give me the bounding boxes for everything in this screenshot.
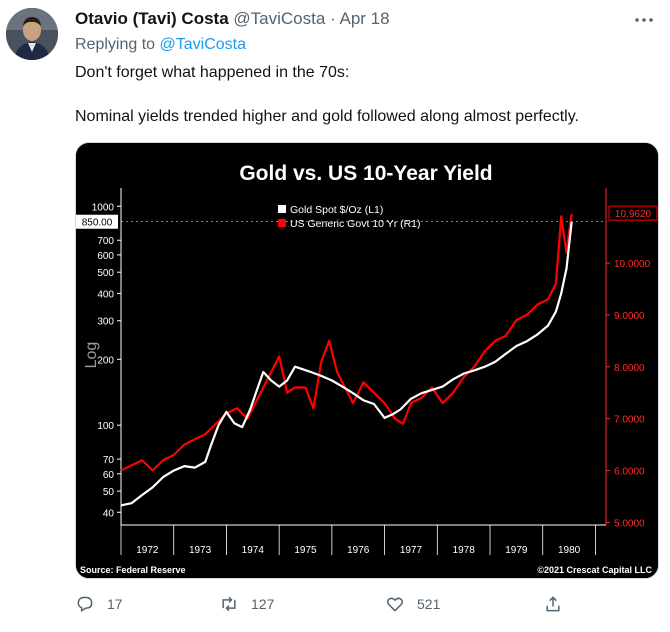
legend-label: US Generic Govt 10 Yr (R1): [290, 218, 421, 230]
reply-button[interactable]: 17: [75, 592, 123, 616]
legend-swatch: [278, 205, 286, 213]
left-current-value-box: [76, 214, 118, 229]
left-tick-label: 50: [103, 487, 115, 498]
series-line-gold: [120, 221, 573, 507]
left-tick-label: 600: [97, 251, 114, 262]
x-tick-label: 1978: [453, 545, 476, 556]
left-current-value: 850.00: [82, 218, 113, 229]
tweet-date[interactable]: Apr 18: [339, 9, 390, 28]
replying-to: Replying to @TaviCosta: [75, 34, 246, 56]
chart-source: Source: Federal Reserve: [80, 565, 186, 575]
more-dots-icon: [635, 18, 653, 22]
left-tick-label: 400: [97, 289, 114, 300]
right-tick-label: 10.0000: [614, 259, 651, 270]
replying-prefix: Replying to: [75, 36, 156, 53]
author-name[interactable]: Otavio (Tavi) Costa: [75, 9, 229, 28]
x-tick-label: 1972: [136, 545, 159, 556]
right-tick-label: 5.0000: [614, 518, 645, 529]
like-count: 521: [417, 596, 441, 612]
x-tick-label: 1980: [558, 545, 581, 556]
left-tick-label: 300: [97, 317, 114, 328]
chart-legend: Gold Spot $/Oz (L1) US Generic Govt 10 Yr…: [278, 204, 421, 230]
retweet-icon: [222, 596, 236, 612]
share-icon: [546, 596, 560, 612]
share-button[interactable]: [543, 592, 563, 616]
left-tick-label: 1000: [92, 202, 115, 213]
header-separator: ·: [330, 9, 336, 28]
reply-count: 17: [107, 596, 123, 612]
tweet-header: Otavio (Tavi) Costa @TaviCosta · Apr 18: [75, 8, 390, 30]
retweet-button[interactable]: 127: [219, 592, 274, 616]
right-current-value-box: [608, 205, 658, 221]
x-tick-label: 1975: [294, 545, 317, 556]
replying-to-link[interactable]: @TaviCosta: [159, 36, 247, 53]
right-current-value: 10.9620: [615, 209, 652, 220]
tweet-text-line-1: Don't forget what happened in the 70s:: [75, 64, 350, 81]
x-tick-label: 1979: [505, 545, 528, 556]
series-line-us-10yr: [120, 213, 573, 472]
left-tick-label: 60: [103, 470, 115, 481]
heart-icon: [386, 597, 404, 612]
x-tick-label: 1976: [347, 545, 370, 556]
chart-title: Gold vs. US 10-Year Yield: [239, 162, 492, 185]
left-tick-label: 500: [97, 268, 114, 279]
gold-vs-yield-chart: Gold vs. US 10-Year Yield 40 50 60 70 100 200…: [76, 143, 658, 578]
left-tick-label: 200: [97, 355, 114, 366]
left-tick-label: 100: [97, 421, 114, 432]
left-tick-label: 700: [97, 236, 114, 247]
like-button[interactable]: 521: [385, 592, 440, 616]
retweet-count: 127: [251, 596, 275, 612]
x-tick-label: 1974: [242, 545, 265, 556]
avatar[interactable]: [6, 8, 58, 60]
left-axis-label: Log: [83, 342, 100, 369]
more-options-button[interactable]: [632, 10, 656, 30]
right-tick-label: 9.0000: [614, 311, 645, 322]
x-tick-label: 1977: [400, 545, 423, 556]
tweet-actions: 17 127 521: [75, 592, 585, 616]
chart-copyright: ©2021 Crescat Capital LLC: [537, 565, 652, 575]
reply-icon: [77, 596, 93, 612]
right-tick-label: 6.0000: [614, 467, 645, 478]
legend-label: Gold Spot $/Oz (L1): [290, 204, 383, 216]
right-tick-label: 7.0000: [614, 415, 645, 426]
tweet-text: Don't forget what happened in the 70s: N…: [75, 62, 655, 128]
legend-swatch: [278, 219, 286, 227]
left-tick-label: 40: [103, 508, 115, 519]
tweet-text-line-2: Nominal yields trended higher and gold f…: [75, 108, 579, 125]
tweet-media-chart[interactable]: Gold vs. US 10-Year Yield 40 50 60 70 100 200…: [75, 142, 659, 579]
right-tick-label: 8.0000: [614, 363, 645, 374]
left-tick-label: 70: [103, 455, 115, 466]
x-tick-label: 1973: [189, 545, 212, 556]
author-handle[interactable]: @TaviCosta: [233, 9, 326, 28]
